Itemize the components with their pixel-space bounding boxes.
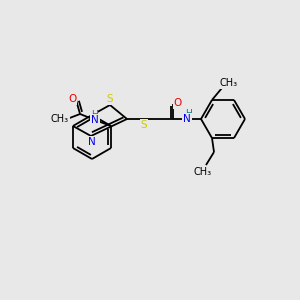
Text: N: N — [91, 115, 99, 125]
Text: O: O — [68, 94, 76, 104]
Text: CH₃: CH₃ — [51, 114, 69, 124]
Text: CH₃: CH₃ — [220, 78, 238, 88]
Text: N: N — [183, 114, 191, 124]
Text: N: N — [88, 137, 96, 147]
Text: O: O — [174, 98, 182, 108]
Text: H: H — [184, 109, 191, 118]
Text: S: S — [141, 120, 147, 130]
Text: S: S — [107, 94, 113, 104]
Text: CH₃: CH₃ — [194, 167, 212, 177]
Text: H: H — [91, 110, 98, 119]
